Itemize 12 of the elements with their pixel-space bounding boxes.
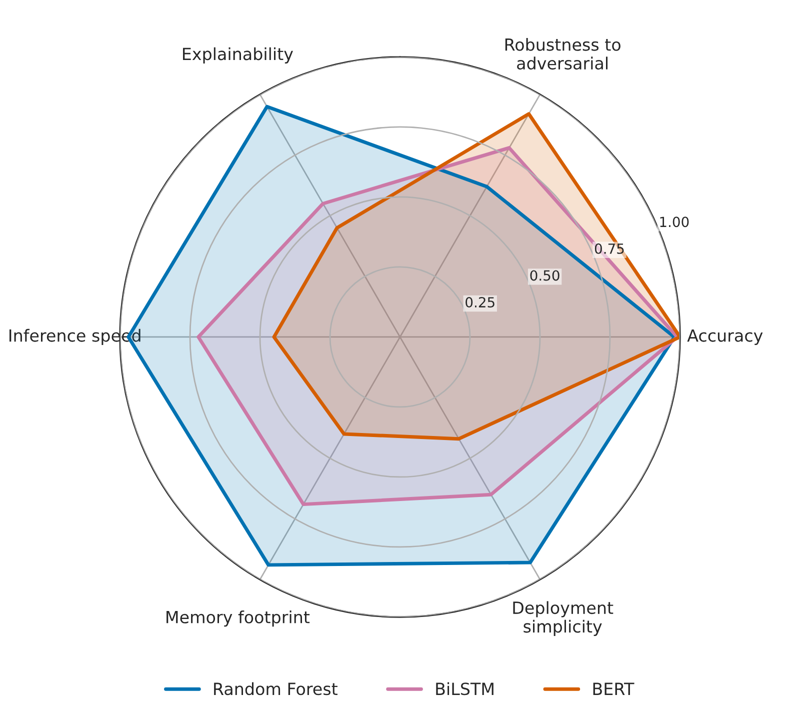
- spoke-label: Robustness to adversarial: [505, 38, 620, 70]
- y-tick-label: 1.00: [660, 216, 689, 228]
- spoke-label: Memory footprint: [166, 610, 310, 627]
- legend-label: Random Forest: [214, 682, 338, 696]
- legend-label: BERT: [593, 682, 634, 695]
- y-tick-label: 0.50: [530, 270, 560, 281]
- legend-label: BiLSTM: [436, 682, 494, 696]
- spoke-label: Explainability: [183, 47, 293, 64]
- y-tick-label: 0.25: [466, 297, 494, 308]
- y-tick-label: 0.75: [594, 243, 624, 254]
- spoke-label: Accuracy: [687, 329, 763, 346]
- spoke-label: Deployment simplicity: [513, 601, 614, 636]
